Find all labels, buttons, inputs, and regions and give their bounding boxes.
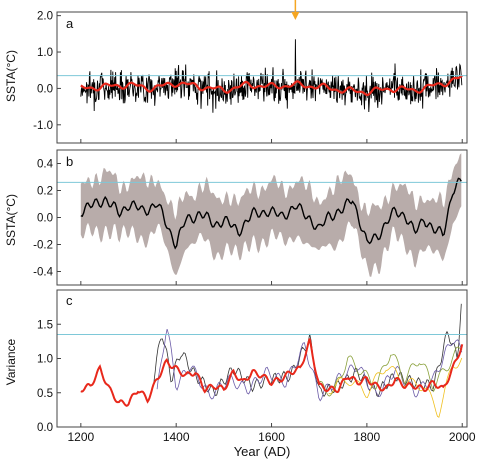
- smoothed-series-line: [80, 74, 463, 97]
- variance-series-1-line: [80, 338, 464, 407]
- y-tick-label: 2.0: [37, 11, 53, 23]
- panel-b-label: b: [66, 154, 73, 169]
- y-tick-label: 0.2: [37, 186, 53, 198]
- y-tick-label: 0.0: [37, 422, 53, 434]
- plot-area: [80, 303, 464, 418]
- panel-c-y-label: Variance: [4, 338, 18, 385]
- panel-b-y-label: SSTA(°C): [4, 194, 18, 246]
- y-tick-label: -1.0: [33, 120, 53, 132]
- x-tick-label: 1800: [354, 430, 381, 444]
- x-tick-label: 2000: [449, 430, 476, 444]
- annual-series-line: [80, 39, 463, 113]
- x-tick-label: 1400: [163, 430, 190, 444]
- panel-c-label: c: [66, 293, 73, 308]
- x-tick-label: 1600: [258, 430, 285, 444]
- panel-a-label: a: [66, 16, 74, 31]
- y-tick-label: 0.5: [37, 388, 53, 400]
- panel-a: -1.0 0.0 1.0 2.0: [33, 11, 468, 144]
- y-tick-label: 1.0: [37, 354, 53, 366]
- panel-a-y-label: SSTA(°C): [4, 50, 18, 102]
- plot-area: [80, 39, 463, 113]
- variance-series-4-line: [318, 346, 463, 397]
- reconstruction-line: [80, 177, 462, 250]
- y-tick-label: 1.0: [37, 47, 53, 59]
- panel-frame: [56, 289, 468, 428]
- panel-frame: [56, 11, 468, 144]
- x-axis-label: Year (AD): [234, 444, 291, 459]
- panel-b: -0.4 -0.2 0.0 0.2 0.4: [33, 149, 468, 286]
- x-tick-label: 1200: [67, 430, 94, 444]
- y-tick-label: 0.4: [37, 159, 54, 171]
- y-tick-label: 0.0: [37, 213, 53, 225]
- plot-area: [80, 153, 462, 277]
- y-tick-label: 0.0: [37, 83, 53, 95]
- y-tick-label: -0.4: [33, 267, 53, 279]
- variance-series-5-line: [328, 357, 463, 418]
- panel-c: 0.0 0.5 1.0 1.5: [37, 289, 468, 434]
- y-tick-label: -0.2: [33, 240, 53, 252]
- y-tick-label: 1.5: [37, 319, 53, 331]
- event-arrow-head: [291, 12, 300, 20]
